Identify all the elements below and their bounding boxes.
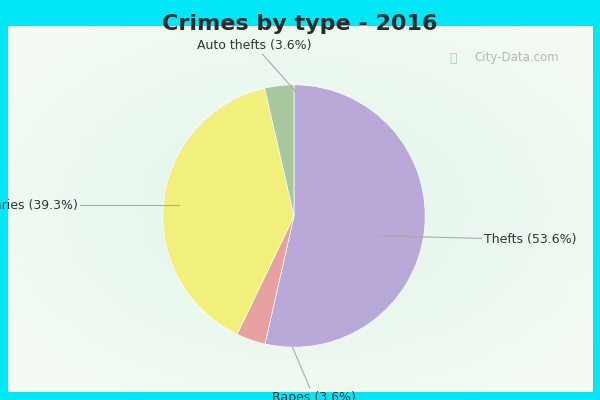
Text: Thefts (53.6%): Thefts (53.6%): [378, 233, 577, 246]
Text: Rapes (3.6%): Rapes (3.6%): [272, 347, 356, 400]
Wedge shape: [237, 216, 294, 344]
Text: Burglaries (39.3%): Burglaries (39.3%): [0, 199, 180, 212]
Text: City-Data.com: City-Data.com: [474, 52, 559, 64]
Text: Auto thefts (3.6%): Auto thefts (3.6%): [197, 39, 312, 92]
Text: ⧗: ⧗: [449, 52, 457, 64]
Text: Crimes by type - 2016: Crimes by type - 2016: [162, 14, 438, 34]
Wedge shape: [265, 85, 294, 216]
Wedge shape: [265, 85, 425, 347]
Wedge shape: [163, 88, 294, 334]
